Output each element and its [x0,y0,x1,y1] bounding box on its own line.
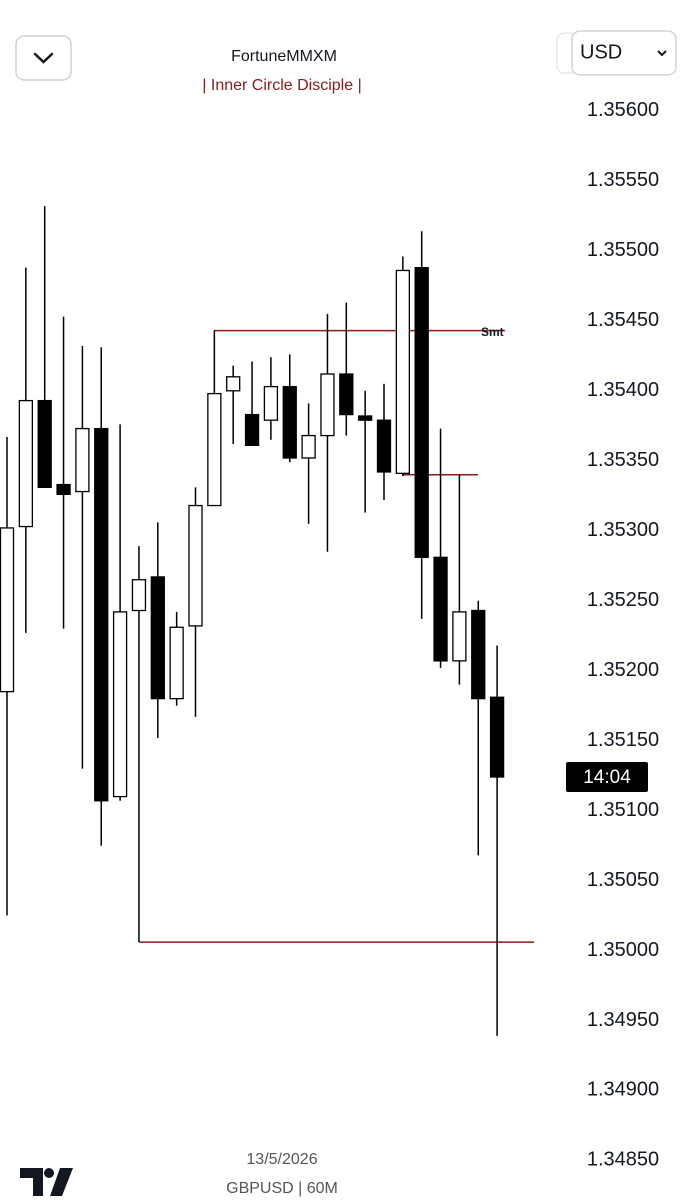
y-tick-label: 1.35100 [587,799,659,821]
body [395,269,411,475]
chart-title: FortuneMMXM [231,48,337,65]
body [357,415,373,421]
logo-part [50,1168,73,1196]
body [282,385,297,459]
menu-button[interactable] [15,35,72,81]
currency-select[interactable]: USD [571,30,677,76]
date: 13/5/2026 [246,1151,317,1168]
body [414,267,429,558]
body [0,527,15,693]
countdown: 14:04 [583,767,631,788]
body [131,579,147,612]
body [75,427,90,493]
y-tick-label: 1.34850 [587,1149,659,1171]
body [244,413,260,447]
body [112,611,128,798]
body [301,434,316,459]
body [471,609,486,700]
y-tick-label: 1.35000 [587,939,659,961]
body [18,399,34,528]
body [339,373,354,416]
level-label: Smt [481,325,504,339]
body [169,626,184,700]
y-tick-label: 1.35050 [587,869,659,891]
body [489,696,505,778]
body [37,399,52,489]
logo-part [20,1168,43,1196]
y-tick-label: 1.35300 [587,519,659,541]
logo-part [44,1168,54,1178]
body [150,576,165,700]
button-frame[interactable] [15,35,72,81]
y-tick-label: 1.34900 [587,1079,659,1101]
y-tick-label: 1.35500 [587,239,659,261]
body [94,427,109,802]
y-tick-label: 1.35550 [587,169,659,191]
y-tick-label: 1.35150 [587,729,659,751]
countdown-box [566,762,648,793]
y-tick-label: 1.35350 [587,449,659,471]
currency[interactable]: USD [580,41,622,63]
symbol: GBPUSD | 60M [226,1180,338,1197]
select-frame[interactable] [571,30,677,76]
y-tick-label: 1.35600 [587,99,659,121]
body [188,504,203,627]
y-tick-label: 1.35200 [587,659,659,681]
body [376,419,392,473]
body [207,392,222,507]
body [320,373,335,437]
chart-subtitle: | Inner Circle Disciple | [202,77,361,94]
logo [20,1168,73,1196]
body [452,611,467,662]
body [56,483,71,496]
body [226,376,241,392]
y-tick-label: 1.35450 [587,309,659,331]
y-tick-label: 1.34950 [587,1009,659,1031]
chevron[interactable] [33,52,54,64]
select-arrow[interactable] [657,50,667,57]
y-tick-label: 1.35250 [587,589,659,611]
body [263,385,279,421]
body [433,556,448,662]
y-tick-label: 1.35400 [587,379,659,401]
